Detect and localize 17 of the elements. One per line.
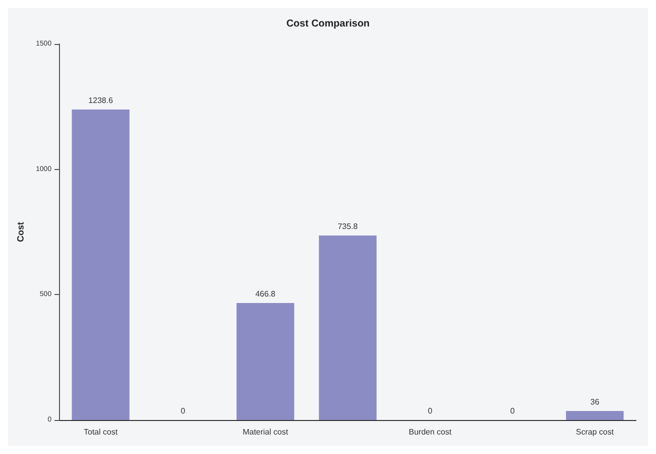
x-tick-label: Material cost xyxy=(242,428,289,436)
bar xyxy=(318,236,377,420)
data-label: 0 xyxy=(180,406,186,416)
chart-title: Cost Comparison xyxy=(286,18,370,30)
data-label: 0 xyxy=(510,406,516,416)
data-label: 1238.6 xyxy=(88,96,114,106)
data-label: 735.8 xyxy=(338,222,358,232)
x-tick-label: Total cost xyxy=(84,428,118,436)
data-label: 36 xyxy=(590,397,600,406)
x-tick-label: Scrap cost xyxy=(576,428,614,436)
bar xyxy=(566,410,624,420)
x-tick-label: Burden cost xyxy=(408,428,452,436)
y-axis-title: Cost xyxy=(16,222,26,242)
data-label: 0 xyxy=(428,406,433,416)
bar xyxy=(72,110,130,420)
data-label: 466.8 xyxy=(255,289,276,298)
bar xyxy=(236,302,294,420)
